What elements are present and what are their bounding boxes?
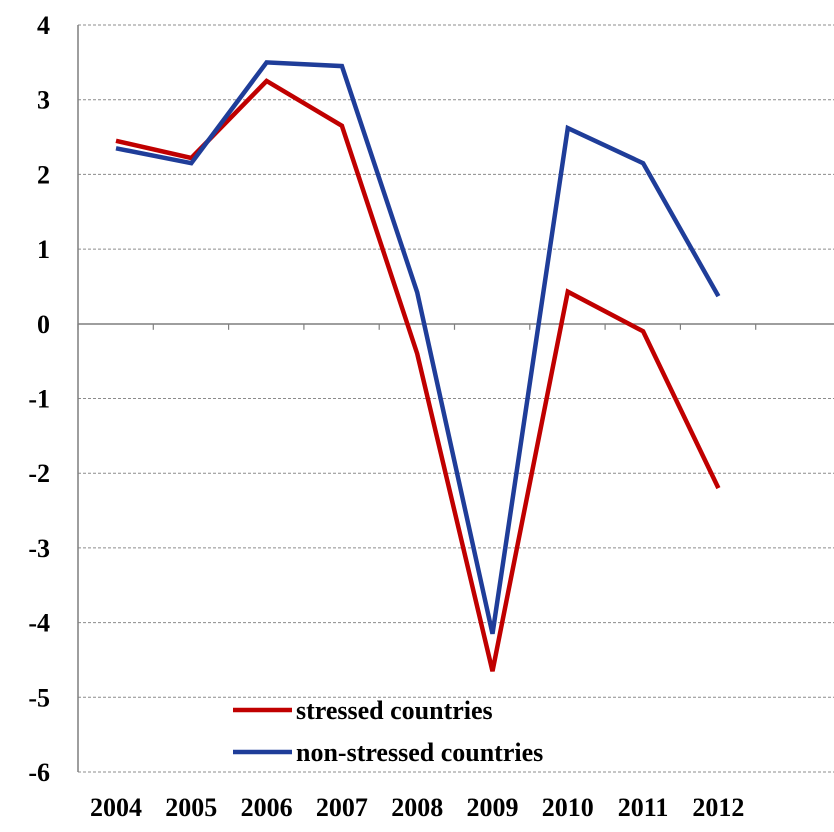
y-tick-label: 2 bbox=[37, 160, 50, 189]
x-tick-labels: 2004 2005 2006 2007 2008 2009 2010 2011 2012 bbox=[90, 793, 744, 822]
axes bbox=[77, 25, 834, 772]
x-tick-label: 2007 bbox=[316, 793, 368, 822]
series-line-non-stressed bbox=[115, 60, 721, 635]
x-tick-label: 2009 bbox=[467, 793, 519, 822]
x-tick-label: 2005 bbox=[165, 793, 217, 822]
y-tick-labels: 4 3 2 1 0 -1 -2 -3 -4 -5 -6 bbox=[28, 11, 50, 787]
y-tick-label: -5 bbox=[28, 683, 50, 712]
x-tick-label: 2011 bbox=[618, 793, 669, 822]
x-tick-label: 2012 bbox=[692, 793, 744, 822]
gridlines bbox=[78, 24, 834, 773]
y-tick-label: -1 bbox=[28, 385, 50, 414]
y-tick-label: 4 bbox=[37, 11, 50, 40]
y-tick-label: -6 bbox=[28, 758, 50, 787]
y-tick-label: 0 bbox=[37, 310, 50, 339]
x-tick-label: 2008 bbox=[391, 793, 443, 822]
series-line-stressed bbox=[115, 78, 721, 672]
y-tick-label: 3 bbox=[37, 86, 50, 115]
y-tick-label: -2 bbox=[28, 459, 50, 488]
x-tick-label: 2010 bbox=[542, 793, 594, 822]
x-tick-label: 2006 bbox=[241, 793, 293, 822]
y-tick-label: -4 bbox=[28, 609, 50, 638]
x-tick-marks bbox=[77, 323, 757, 330]
legend: stressed countries non-stressed countrie… bbox=[233, 696, 543, 767]
legend-label-non-stressed: non-stressed countries bbox=[296, 738, 543, 767]
y-tick-label: -3 bbox=[28, 534, 50, 563]
y-tick-label: 1 bbox=[37, 235, 50, 264]
x-tick-label: 2004 bbox=[90, 793, 142, 822]
series-lines bbox=[115, 60, 721, 672]
legend-label-stressed: stressed countries bbox=[296, 696, 493, 725]
